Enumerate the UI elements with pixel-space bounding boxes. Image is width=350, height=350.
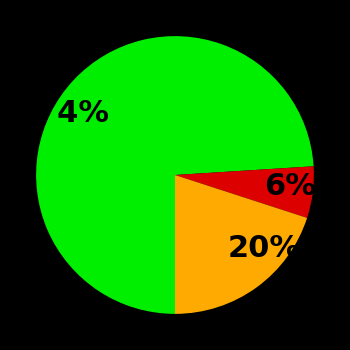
Wedge shape: [175, 166, 314, 218]
Text: 20%: 20%: [228, 233, 301, 262]
Text: 6%: 6%: [265, 172, 316, 201]
Text: 74%: 74%: [36, 99, 109, 128]
Wedge shape: [175, 175, 307, 314]
Wedge shape: [36, 36, 314, 314]
